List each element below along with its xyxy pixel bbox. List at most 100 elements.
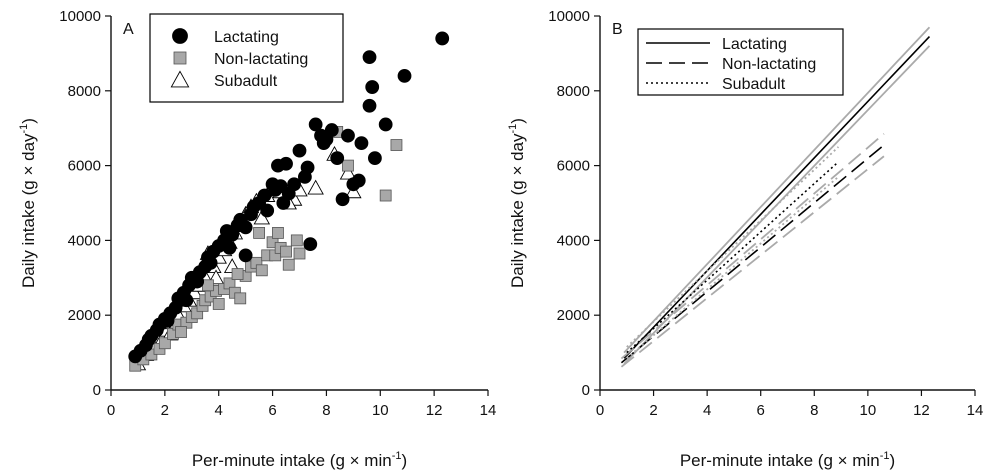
panel-a: 0 2 4 6 8 10 12 14 0 2000 4000 6000 8000 10000 Per-min… [18,8,496,470]
data-point-triangle [339,164,357,180]
y-tick-label: 0 [93,382,101,399]
x-tick-label: 6 [268,402,276,419]
data-point-circle [297,169,312,184]
data-point-square [272,227,284,239]
data-point-circle [276,196,291,210]
data-point-square [282,258,295,271]
fit-line [623,36,931,359]
y-axis-label-close: ) [19,118,38,124]
legend-label: Lactating [214,29,279,46]
data-point-circle [435,31,450,46]
y-tick-label: 6000 [68,158,101,175]
x-tick-label: 4 [703,402,711,419]
data-point-circle [335,192,350,207]
x-tick-label: 6 [757,402,765,419]
data-point-circle [351,173,366,188]
x-tick-label: 8 [322,402,330,419]
y-tick-label: 0 [582,382,590,399]
y-tick-label: 8000 [68,83,101,100]
data-point-circle [179,293,194,308]
data-point-circle [378,117,393,132]
data-point-circle [330,151,345,166]
x-axis-label-superscript: -1 [392,450,402,462]
x-tick-label: 12 [913,402,930,419]
x-axis-label-text: Per-minute intake (g × min [192,451,392,470]
data-point-circle [365,80,380,94]
y-axis-label-text: Daily intake (g × day [508,133,527,288]
legend-label: Subadult [722,76,786,93]
fit-line [626,161,839,354]
data-point-circle [203,255,218,270]
data-point-circle [303,237,318,252]
data-point-square [379,189,392,202]
data-point-circle [354,136,369,151]
data-point-square [390,139,403,151]
ci-lower-line [626,176,839,359]
y-tick-label: 10000 [59,8,101,25]
data-point-triangle [253,209,271,225]
fit-line [620,144,885,364]
y-tick-label: 2000 [68,307,101,324]
data-point-circle [397,68,412,83]
data-point-square [212,298,225,310]
data-point-circle [260,203,275,218]
data-point-triangle [307,179,324,195]
x-tick-label: 10 [372,402,389,419]
y-axis-label-text: Daily intake (g × day [19,133,38,288]
series-subadult [626,146,840,359]
data-point-circle [238,220,253,235]
data-point-circle [341,128,355,143]
data-point-circle [367,151,382,166]
data-point-circle [324,123,339,137]
data-point-square [280,245,292,258]
series-non-lactating [620,133,885,368]
y-axis-label-superscript: -1 [18,124,30,134]
y-tick-label: 2000 [557,307,590,324]
x-tick-label: 14 [967,402,984,419]
data-point-circle [222,240,237,255]
legend-box [637,28,844,96]
y-tick-label: 4000 [68,232,101,249]
data-point-circle [257,188,272,203]
data-point-square [342,159,354,172]
x-tick-label: 2 [161,402,169,419]
y-axis-label-superscript: -1 [507,124,519,134]
legend-marker-circle [172,28,188,44]
x-tick-label: 14 [480,402,497,419]
data-point-square [293,247,306,260]
data-point-square [231,268,244,280]
ci-upper-line [620,133,885,360]
legend-marker-triangle [170,70,190,88]
series-lactating [128,31,450,364]
x-axis-label-text: Per-minute intake (g × min [680,451,880,470]
y-tick-label: 8000 [557,83,590,100]
x-tick-label: 2 [649,402,657,419]
data-point-square [175,326,187,338]
legend-label: Lactating [722,36,787,53]
data-point-square [290,234,303,247]
legend-marker-square [173,51,187,65]
x-axis-label-close: ) [401,451,407,470]
x-tick-label: 4 [215,402,223,419]
legend-label: Non-lactating [722,56,816,73]
legend-label: Non-lactating [214,51,308,68]
data-point-circle [308,117,323,132]
data-point-circle [292,143,307,158]
x-tick-label: 8 [810,402,818,419]
legend-label: Subadult [214,73,278,90]
data-point-square [255,264,268,277]
ci-upper-line [626,146,840,348]
legend: Lactating Non-lactating Subadult [637,28,844,96]
y-axis-label: Daily intake (g × day-1) [507,118,527,288]
x-axis-label-close: ) [889,451,895,470]
x-tick-label: 0 [107,402,115,419]
panel-label: B [612,21,623,38]
legend: Lactating Non-lactating Subadult [149,13,344,103]
x-axis-label: Per-minute intake (g × min-1) [192,450,407,470]
y-axis-label: Daily intake (g × day-1) [18,118,38,288]
y-tick-label: 4000 [557,232,590,249]
data-point-square [202,279,214,292]
series-non-lactating [129,126,403,372]
y-tick-label: 10000 [548,8,590,25]
